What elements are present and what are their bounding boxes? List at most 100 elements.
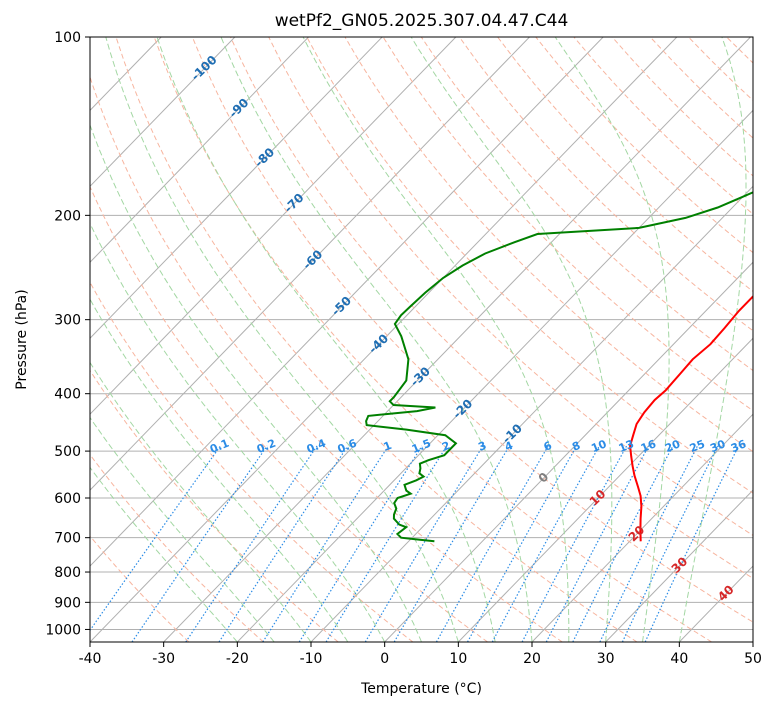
y-tick-label: 400 <box>54 387 81 403</box>
isotherm-line <box>0 37 14 642</box>
dry-adiabat-line <box>90 185 488 642</box>
moist-adiabat-line <box>105 37 459 642</box>
mixing-ratio-line <box>644 445 740 642</box>
mixing-ratio-label: 25 <box>688 437 707 455</box>
x-tick-label: 50 <box>744 651 762 667</box>
isotherm-line <box>457 337 753 642</box>
mixing-ratio-line <box>364 445 484 642</box>
x-tick-label: 30 <box>597 651 615 667</box>
x-axis-label: Temperature (°C) <box>360 681 482 697</box>
dry-adiabat-line <box>765 37 775 642</box>
dry-adiabat-line <box>726 37 753 64</box>
mixing-ratio-line <box>435 445 549 642</box>
dry-adiabat-line <box>153 37 712 642</box>
isotherm-line <box>531 413 753 642</box>
mixing-ratio-label: 0.1 <box>208 437 231 456</box>
dry-adiabat-line <box>90 75 563 642</box>
dry-adiabat-line <box>420 37 753 372</box>
x-tick-label: -40 <box>79 651 102 667</box>
dry-adiabat-line <box>535 37 753 254</box>
moist-adiabat-line <box>90 123 422 642</box>
moist-adiabat-line <box>90 222 386 642</box>
axes: -40 -30 -20 -10 0 10 20 30 40 50 100 200 300 400 500 60… <box>45 30 762 667</box>
mixing-ratio-line <box>466 445 578 642</box>
plot-area <box>0 37 775 642</box>
mixing-ratio-line <box>90 445 221 632</box>
isotherm-line <box>90 37 236 188</box>
dry-adiabat-line <box>90 453 264 642</box>
mixing-ratio-label: 8 <box>570 439 582 454</box>
plot-frame <box>89 36 754 643</box>
moist-adiabat-line <box>90 466 238 642</box>
mixing-ratio-label: 30 <box>708 437 727 455</box>
y-tick-label: 1000 <box>45 622 81 638</box>
isotherm-line <box>752 641 753 642</box>
y-tick-label: 900 <box>54 595 81 611</box>
mixing-ratio-line <box>185 445 318 642</box>
mixing-ratio-line <box>545 445 650 642</box>
mixing-ratio-line <box>572 445 674 642</box>
dry-adiabat-line <box>649 37 753 139</box>
moist-adiabat-line <box>678 37 747 642</box>
temperature-line <box>629 295 753 542</box>
dry-adiabat-line <box>230 37 753 579</box>
isotherm-line <box>90 37 604 567</box>
y-tick-label: 100 <box>54 30 81 46</box>
mixing-ratio-line <box>131 445 268 642</box>
isotherm-line <box>236 109 753 642</box>
mixing-ratio-line <box>393 445 511 642</box>
x-tick-label: 10 <box>449 651 467 667</box>
dry-adiabat-line <box>90 369 339 642</box>
moist-adiabat-line <box>156 37 496 642</box>
x-tick-label: 40 <box>670 651 688 667</box>
x-tick-label: 20 <box>523 651 541 667</box>
moist-adiabat-line <box>90 416 275 642</box>
x-tick-label: -20 <box>226 651 249 667</box>
y-tick-label: 200 <box>54 208 81 224</box>
isotherm-line <box>605 489 753 642</box>
mixing-ratio-label: 1.5 <box>410 437 433 456</box>
moist-adiabat-line <box>554 37 670 642</box>
mixing-ratio-line <box>599 445 699 642</box>
x-tick-label: -30 <box>152 651 175 667</box>
moist-adiabat-line <box>410 37 613 642</box>
dry-adiabat-line <box>115 37 638 642</box>
mixing-ratio-label: 13 <box>617 437 636 455</box>
isotherm-line <box>384 261 753 642</box>
mixing-ratio-label: 1 <box>382 439 394 454</box>
moist-adiabat-line <box>220 37 533 642</box>
dry-adiabat-line <box>306 37 753 494</box>
chart-title: wetPf2_GN05.2025.307.04.47.C44 <box>275 11 569 31</box>
dry-adiabat-line <box>344 37 753 453</box>
y-tick-label: 600 <box>54 491 81 507</box>
moist-adiabat-line <box>90 298 349 642</box>
isotherm-line <box>163 37 751 642</box>
mixing-ratio-label: 2 <box>440 439 452 454</box>
mixing-ratio-label: 3 <box>476 439 488 454</box>
dewpoint-line <box>365 191 753 543</box>
y-axis-label: Pressure (hPa) <box>14 289 30 389</box>
mixing-ratio-line <box>262 445 389 642</box>
dry-adiabat-line <box>90 535 190 642</box>
dry-adiabat-line <box>191 37 753 623</box>
isotherm-line <box>90 37 530 491</box>
mixing-ratio-line <box>491 445 600 642</box>
moist-adiabat-line <box>90 361 312 642</box>
y-tick-label: 300 <box>54 313 81 329</box>
isotherm-line <box>90 37 383 339</box>
x-tick-label: -10 <box>300 651 323 667</box>
mixing-ratio-label: 36 <box>729 437 748 455</box>
y-tick-label: 500 <box>54 444 81 460</box>
dry-adiabat-line <box>688 37 753 102</box>
mixing-ratio-label: 10 <box>589 437 608 455</box>
dry-adiabat-line <box>458 37 753 332</box>
mixing-ratio-line <box>218 445 349 642</box>
moist-adiabat-line <box>302 37 570 642</box>
y-tick-label: 700 <box>54 531 81 547</box>
mixing-ratio-label: 16 <box>639 437 658 455</box>
mixing-ratio-label: 0.4 <box>305 437 328 456</box>
dry-adiabat-line <box>497 37 753 293</box>
mixing-ratio-line <box>298 445 423 642</box>
dry-adiabat-line <box>90 281 414 642</box>
